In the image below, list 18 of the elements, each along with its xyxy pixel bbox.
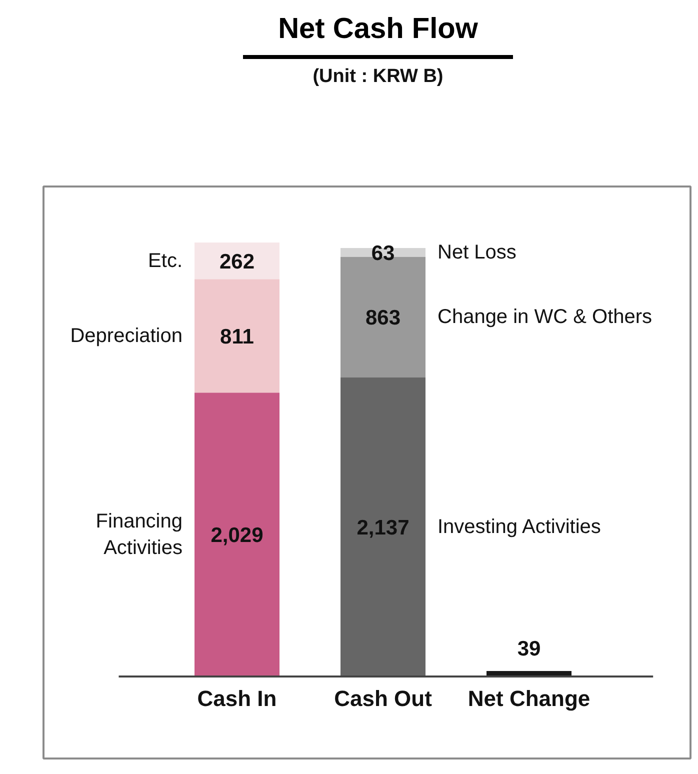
data-label: 39 [517,638,541,661]
chart-title: Net Cash Flow [243,0,513,59]
x-tick-label: Net Change [468,686,590,711]
series-label: Etc. [148,250,182,272]
series-label: Depreciation [70,324,183,347]
data-label: 63 [371,242,395,265]
data-label: 2,029 [210,524,264,548]
series-label: Investing Activities [438,516,601,538]
data-label: 262 [219,250,255,274]
chart-subtitle: (Unit : KRW B) [312,65,444,88]
x-tick-label: Cash In [197,686,277,711]
data-label: 811 [220,325,254,348]
data-label: 2,137 [356,516,410,540]
data-label: 863 [365,306,401,330]
x-tick-label: Cash Out [334,686,433,711]
series-label: Financing Activities [96,510,182,559]
series-label: Change in WC & Others [438,306,652,328]
series-label: Net Loss [438,241,516,264]
